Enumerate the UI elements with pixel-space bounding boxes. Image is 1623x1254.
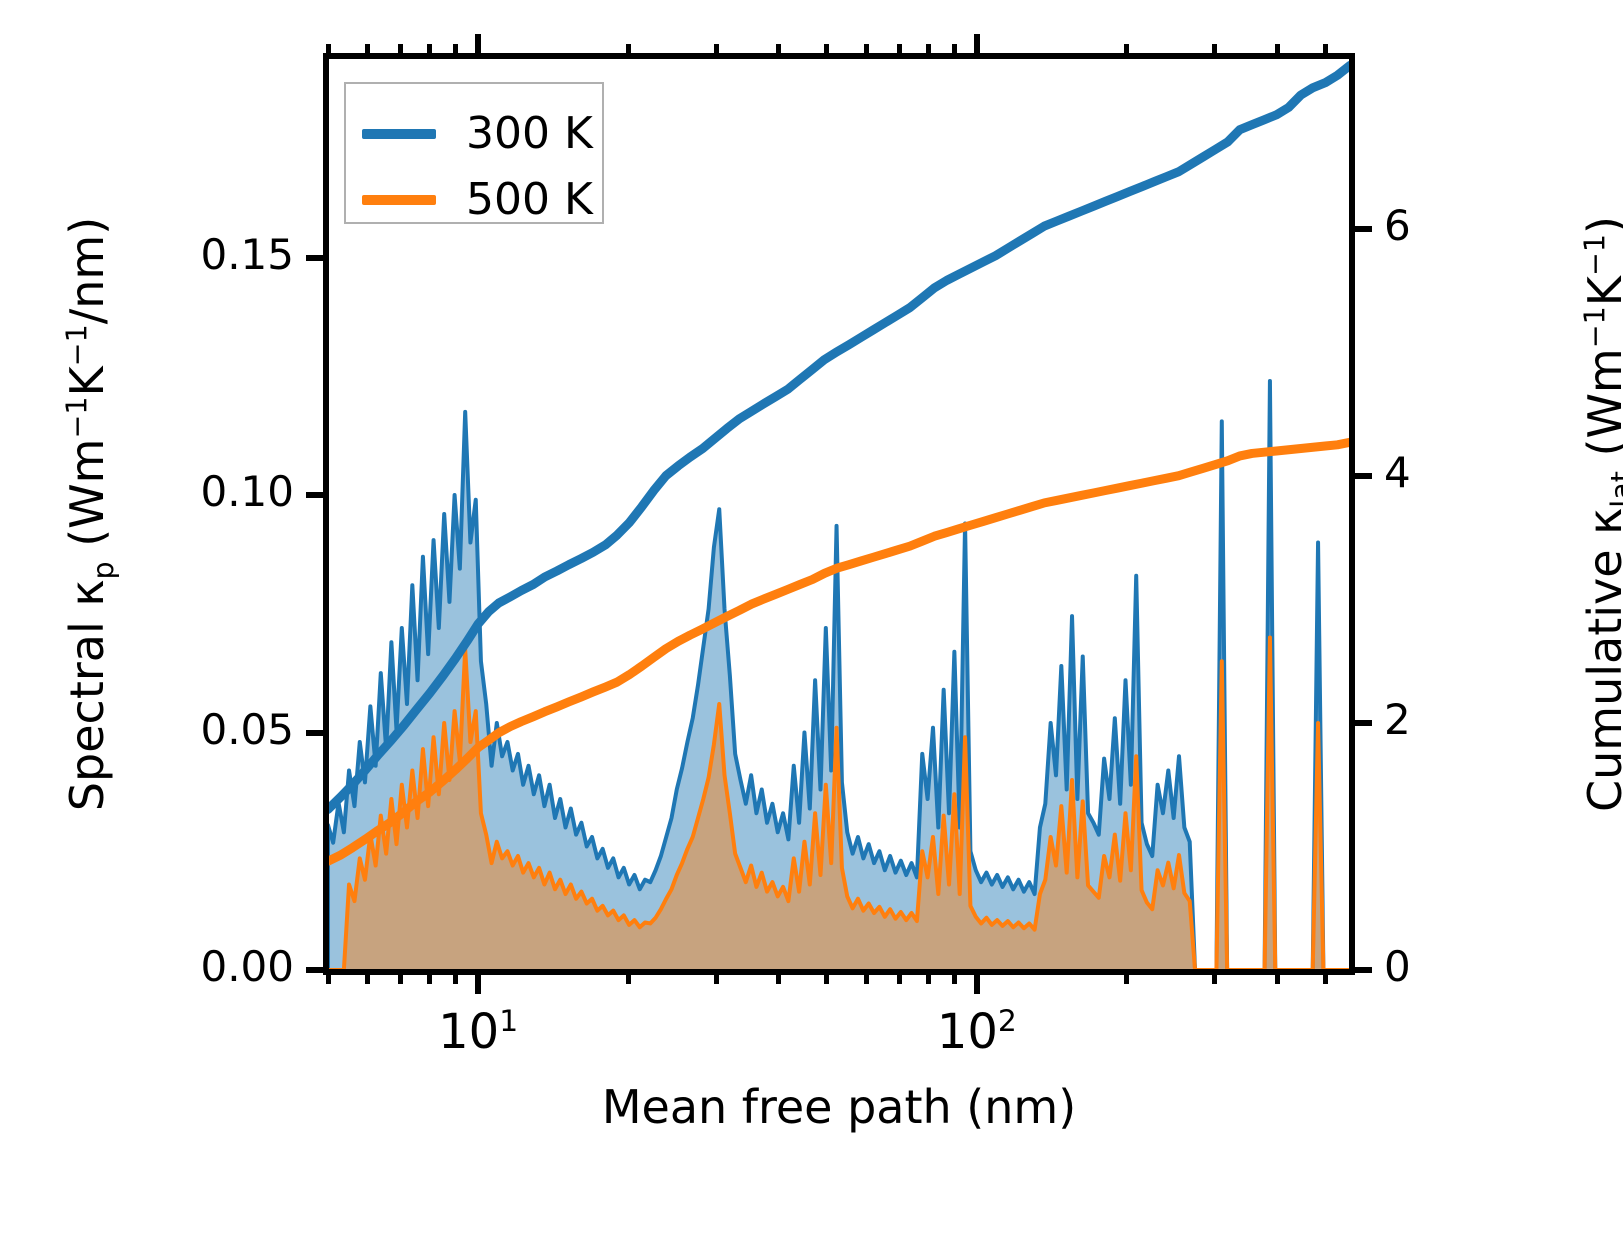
x-tick-minor-15 — [1274, 970, 1280, 984]
y-ticklabel-left-1: 0.05 — [200, 704, 294, 754]
x-tick-minor-6 — [713, 970, 719, 984]
y-ticklabel-left-2: 0.10 — [200, 467, 294, 516]
legend-entry-500k[interactable]: 500 K — [362, 174, 593, 225]
x-tick-top-minor-8 — [824, 44, 830, 58]
y-axis-left-title-text: Spectral κp (Wm−1K−1/nm) — [60, 216, 121, 812]
x-tick-top-minor-3 — [427, 44, 433, 58]
x-tick-minor-16 — [1322, 970, 1328, 984]
x-tick-minor-0 — [325, 970, 331, 984]
x-ticklabel-1: 102 — [917, 1004, 1037, 1060]
chart-svg — [328, 60, 1350, 970]
legend-label-500k: 500 K — [466, 174, 593, 225]
legend: 300 K 500 K — [344, 82, 604, 225]
x-tick-top-minor-2 — [398, 44, 404, 58]
x-tick-minor-2 — [398, 970, 404, 984]
legend-entry-300k[interactable]: 300 K — [362, 108, 593, 159]
x-tick-top-minor-16 — [1322, 44, 1328, 58]
x-tick-minor-5 — [625, 970, 631, 984]
x-tick-top-minor-0 — [325, 44, 331, 58]
y-ticklabel-right-1: 2 — [1384, 694, 1411, 744]
x-tick-top-minor-4 — [452, 44, 458, 58]
y-ticklabel-left-3: 0.15 — [200, 229, 294, 279]
x-tick-top-major-1 — [973, 34, 980, 58]
y-ticklabel-left-0: 0.00 — [200, 942, 294, 991]
x-tick-major-0 — [475, 970, 482, 994]
x-ticklabel-0: 101 — [418, 1004, 538, 1060]
y-axis-right-title-text: Cumulative κlat (Wm−1K−1) — [1578, 216, 1623, 812]
x-tick-top-minor-10 — [897, 44, 903, 58]
axis-spine-bottom — [323, 969, 1355, 975]
x-tick-minor-10 — [897, 970, 903, 984]
x-tick-minor-12 — [951, 970, 957, 984]
cumulative-line-300k — [328, 60, 1350, 814]
legend-swatch-500k — [362, 194, 436, 205]
y-ticklabel-right-3: 6 — [1384, 200, 1411, 250]
x-axis-title: Mean free path (nm) — [601, 1080, 1077, 1134]
x-tick-minor-11 — [926, 970, 932, 984]
y-tick-left-1 — [306, 729, 328, 736]
y-tick-right-3 — [1350, 225, 1372, 232]
x-tick-top-minor-6 — [713, 44, 719, 58]
x-ticklabel-mantissa-0: 10 — [438, 1004, 500, 1060]
y-tick-right-2 — [1350, 472, 1372, 479]
x-tick-top-minor-1 — [364, 44, 370, 58]
x-tick-top-minor-11 — [926, 44, 932, 58]
x-tick-minor-9 — [863, 970, 869, 984]
y-tick-left-2 — [306, 492, 328, 498]
x-tick-minor-13 — [1124, 970, 1130, 984]
spectral-line-500k — [328, 635, 1350, 970]
x-tick-minor-7 — [775, 970, 781, 984]
x-tick-top-major-0 — [475, 34, 482, 58]
x-tick-top-minor-15 — [1274, 44, 1280, 58]
legend-swatch-300k — [362, 128, 436, 139]
x-tick-minor-14 — [1212, 970, 1218, 984]
y-tick-right-0 — [1350, 967, 1372, 973]
axis-spine-left — [323, 53, 329, 975]
x-ticklabel-exponent-0: 1 — [499, 1004, 519, 1039]
x-tick-top-minor-12 — [951, 44, 957, 58]
y-tick-right-1 — [1350, 719, 1372, 726]
cumulative-line-500k — [328, 437, 1350, 866]
x-tick-top-minor-14 — [1212, 44, 1218, 58]
y-ticklabel-right-0: 0 — [1384, 942, 1411, 991]
x-ticklabel-mantissa-1: 10 — [936, 1004, 998, 1060]
x-ticklabel-exponent-1: 2 — [997, 1004, 1017, 1039]
x-tick-minor-1 — [364, 970, 370, 984]
y-tick-left-3 — [306, 254, 328, 261]
y-tick-left-0 — [306, 967, 328, 973]
x-tick-top-minor-9 — [863, 44, 869, 58]
x-tick-minor-8 — [824, 970, 830, 984]
x-tick-top-minor-7 — [775, 44, 781, 58]
y-axis-right-title: Cumulative κlat (Wm−1K−1) — [1570, 58, 1623, 970]
spectral-line-300k — [328, 379, 1350, 970]
x-tick-top-minor-13 — [1124, 44, 1130, 58]
x-tick-major-1 — [973, 970, 980, 994]
x-tick-minor-4 — [452, 970, 458, 984]
y-axis-left-title: Spectral κp (Wm−1K−1/nm) — [52, 58, 122, 970]
x-tick-top-minor-5 — [625, 44, 631, 58]
x-tick-minor-3 — [427, 970, 433, 984]
plot-area — [328, 58, 1350, 970]
legend-label-300k: 300 K — [466, 108, 593, 159]
axis-spine-top — [323, 53, 1355, 59]
axis-spine-right — [1349, 53, 1355, 975]
y-ticklabel-right-2: 4 — [1384, 447, 1411, 497]
